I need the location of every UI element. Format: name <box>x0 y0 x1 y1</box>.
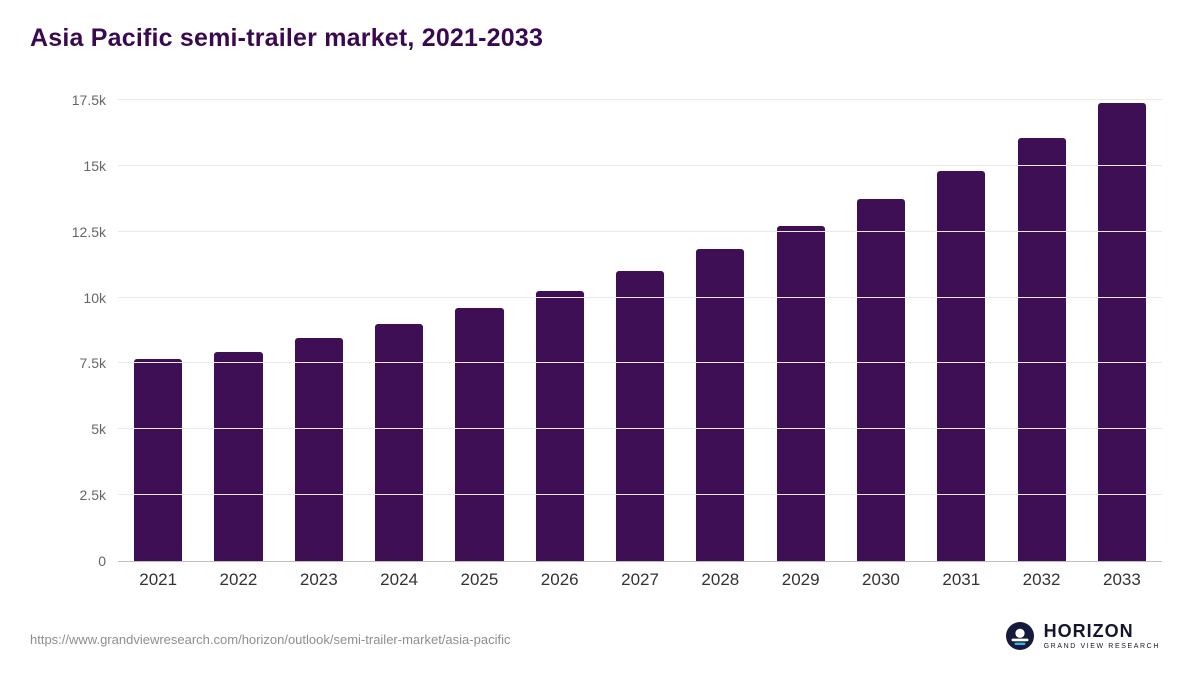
gridline-5k <box>118 428 1162 430</box>
x-label-2024: 2024 <box>380 570 418 589</box>
gridline-7.5k <box>118 362 1162 364</box>
bar-2023 <box>294 338 343 561</box>
bar-slot-2024 <box>359 100 439 561</box>
bar-slot-2027 <box>600 100 680 561</box>
bar-slot-2028 <box>680 100 760 561</box>
bar-2026 <box>535 291 584 561</box>
bar-slot-2022 <box>198 100 278 561</box>
y-tick-label-15k: 15k <box>83 157 106 174</box>
y-tick-label-5k: 5k <box>91 421 106 438</box>
chart-title: Asia Pacific semi-trailer market, 2021-2… <box>30 24 544 52</box>
gridline-15k <box>118 164 1162 166</box>
brand-subtitle: GRAND VIEW RESEARCH <box>1043 643 1160 650</box>
bar-2030 <box>856 198 906 561</box>
x-label-2029: 2029 <box>781 570 820 589</box>
bars-container <box>118 100 1162 561</box>
bar-slot-2030 <box>841 100 921 561</box>
x-label-2027: 2027 <box>621 570 659 589</box>
bar-slot-2031 <box>921 100 1001 561</box>
x-axis-labels: 2021 2022 2023 2024 2025 2026 2027 2028 2029 2030… <box>118 570 1162 590</box>
y-tick-label-17.5k: 17.5k <box>71 92 106 108</box>
horizon-logo-icon <box>1005 622 1034 650</box>
x-label-2026: 2026 <box>540 570 579 589</box>
y-tick-label-7.5k: 7.5k <box>79 355 106 372</box>
gridline-17.5k <box>118 99 1162 100</box>
y-tick-label-0: 0 <box>98 553 106 569</box>
bar-slot-2021 <box>118 100 198 561</box>
bar-slot-2026 <box>520 100 600 561</box>
source-url: https://www.grandviewresearch.com/horizo… <box>30 632 511 647</box>
x-label-2025: 2025 <box>460 570 499 589</box>
bar-slot-2025 <box>439 100 519 561</box>
brand-text: HORIZON GRAND VIEW RESEARCH <box>1044 622 1160 650</box>
x-label-2028: 2028 <box>701 570 740 589</box>
bar-2032 <box>1017 138 1066 561</box>
bar-2021 <box>134 359 183 561</box>
x-label-2023: 2023 <box>299 570 338 589</box>
x-label-2021: 2021 <box>139 570 178 589</box>
gridline-2.5k <box>118 494 1162 496</box>
bar-2031 <box>937 171 986 561</box>
brand-name: HORIZON <box>1043 621 1134 641</box>
brand-logo: HORIZON GRAND VIEW RESEARCH <box>1005 621 1160 651</box>
x-label-2033: 2033 <box>1102 570 1141 589</box>
bar-2029 <box>776 226 825 561</box>
bar-2027 <box>615 271 665 561</box>
bar-2024 <box>375 323 424 561</box>
x-label-2030: 2030 <box>862 570 900 589</box>
y-tick-label-2.5k: 2.5k <box>79 487 106 504</box>
y-tick-label-12.5k: 12.5k <box>71 223 106 240</box>
bar-2022 <box>214 351 263 561</box>
gridline-10k <box>118 296 1162 298</box>
x-label-2031: 2031 <box>942 570 981 589</box>
plot-area: Market Size (US$M) 02.5k5k7.5k10k12.5k15… <box>72 92 1162 569</box>
bar-slot-2023 <box>279 100 359 561</box>
x-label-2032: 2032 <box>1022 570 1061 589</box>
bar-2033 <box>1097 102 1146 561</box>
bar-slot-2032 <box>1001 100 1081 561</box>
bar-slot-2029 <box>761 100 841 561</box>
gridline-12.5k <box>118 230 1162 232</box>
bar-2028 <box>696 248 745 561</box>
bar-2025 <box>455 308 504 561</box>
y-tick-label-10k: 10k <box>83 289 106 306</box>
bar-slot-2033 <box>1082 100 1162 561</box>
x-label-2022: 2022 <box>219 570 258 589</box>
